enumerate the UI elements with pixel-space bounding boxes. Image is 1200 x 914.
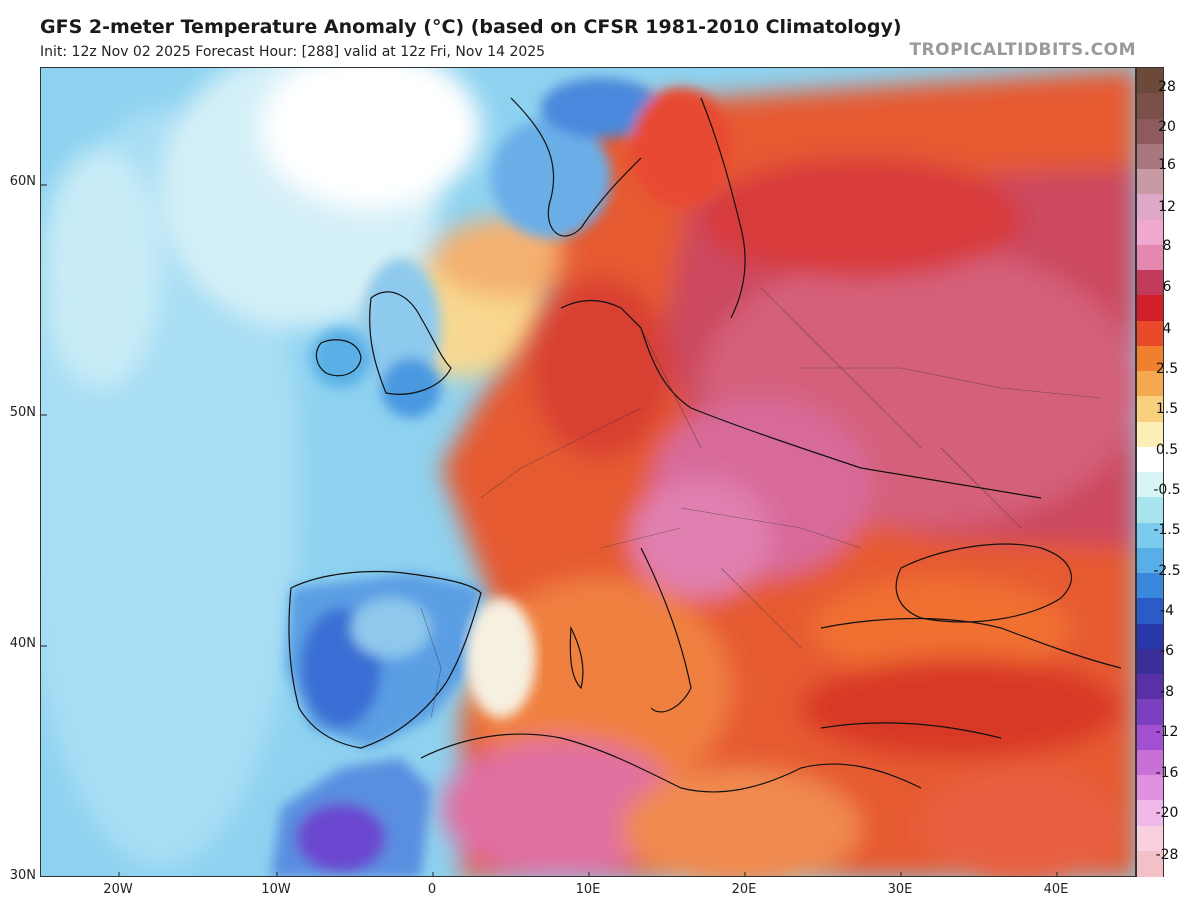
warm-anomaly-field bbox=[441, 68, 1135, 876]
colorbar-segment bbox=[1137, 800, 1163, 827]
temperature-anomaly-map bbox=[40, 67, 1136, 877]
british-isles-anomaly bbox=[311, 258, 441, 418]
lat-label-40n: 40N bbox=[9, 636, 36, 651]
colorbar-label: 8 bbox=[1162, 238, 1172, 254]
colorbar-label: 28 bbox=[1158, 79, 1176, 95]
colorbar-label: 4 bbox=[1162, 321, 1172, 337]
colorbar-label: 20 bbox=[1158, 119, 1176, 135]
colorbar-segment bbox=[1137, 623, 1163, 650]
forecast-info: Init: 12z Nov 02 2025 Forecast Hour: [28… bbox=[40, 44, 546, 60]
brand-watermark[interactable]: TROPICALTIDBITS.COM bbox=[909, 40, 1136, 60]
coastlines bbox=[288, 97, 1122, 793]
colorbar-segment bbox=[1137, 194, 1163, 221]
colorbar-label: -12 bbox=[1155, 724, 1179, 740]
colorbar-segment bbox=[1137, 421, 1163, 448]
colorbar-label: 16 bbox=[1158, 157, 1176, 173]
lon-label-40e: 40E bbox=[1043, 882, 1069, 897]
colorbar-segment bbox=[1137, 749, 1163, 776]
colorbar-segment bbox=[1137, 497, 1163, 524]
colorbar-segment bbox=[1137, 472, 1163, 498]
colorbar-label: -1.5 bbox=[1153, 522, 1181, 538]
colorbar-segment bbox=[1137, 648, 1163, 675]
lon-label-10e: 10E bbox=[575, 882, 601, 897]
colorbar-segment bbox=[1137, 244, 1163, 271]
colorbar-segment bbox=[1137, 825, 1163, 852]
colorbar-label: 2.5 bbox=[1155, 361, 1179, 377]
colorbar-label: -2.5 bbox=[1153, 563, 1181, 579]
lon-label-20e: 20E bbox=[731, 882, 757, 897]
lon-label-20w: 20W bbox=[103, 882, 133, 897]
colorbar-label: 0.5 bbox=[1155, 442, 1179, 458]
colorbar-segment bbox=[1137, 724, 1163, 751]
colorbar-label: -8 bbox=[1160, 684, 1174, 700]
colorbar-label: -20 bbox=[1155, 805, 1179, 821]
colorbar-segment bbox=[1137, 547, 1163, 574]
axis-ticks bbox=[41, 184, 1058, 876]
colorbar-label: -6 bbox=[1160, 643, 1174, 659]
colorbar-label: 6 bbox=[1162, 279, 1172, 295]
colorbar-segment bbox=[1137, 219, 1163, 246]
colorbar-segment bbox=[1137, 573, 1163, 599]
colorbar-segment bbox=[1137, 270, 1163, 296]
colorbar-segment bbox=[1137, 396, 1163, 423]
lon-label-0: 0 bbox=[427, 882, 437, 897]
colorbar-segment bbox=[1137, 295, 1163, 322]
colorbar-segment bbox=[1137, 699, 1163, 726]
colorbar-segment bbox=[1137, 598, 1163, 625]
colorbar-segment bbox=[1137, 169, 1163, 195]
map-canvas bbox=[41, 68, 1135, 876]
colorbar-segment bbox=[1137, 118, 1163, 145]
lon-label-10w: 10W bbox=[261, 882, 291, 897]
colorbar-segment bbox=[1137, 143, 1163, 170]
colorbar-label: -16 bbox=[1155, 765, 1179, 781]
colorbar-segment bbox=[1137, 320, 1163, 347]
colorbar-label: 12 bbox=[1158, 199, 1176, 215]
colorbar-segment bbox=[1137, 674, 1163, 700]
lat-label-30n: 30N bbox=[9, 868, 36, 883]
colorbar-segment bbox=[1137, 93, 1163, 120]
colorbar-segment bbox=[1137, 345, 1163, 372]
iberia-cold-anomaly bbox=[286, 573, 481, 748]
chart-title: GFS 2-meter Temperature Anomaly (°C) (ba… bbox=[40, 16, 902, 38]
lat-label-60n: 60N bbox=[9, 174, 36, 189]
colorbar-segment bbox=[1137, 775, 1163, 801]
colorbar-segment bbox=[1137, 850, 1163, 877]
lon-label-30e: 30E bbox=[887, 882, 913, 897]
colorbar bbox=[1136, 67, 1164, 877]
lat-label-50n: 50N bbox=[9, 405, 36, 420]
colorbar-label: -4 bbox=[1160, 603, 1174, 619]
scandinavia-anomaly bbox=[491, 78, 731, 238]
colorbar-segment bbox=[1137, 68, 1163, 94]
colorbar-label: -0.5 bbox=[1153, 482, 1181, 498]
morocco-cold-anomaly bbox=[271, 758, 431, 876]
colorbar-label: -28 bbox=[1155, 847, 1179, 863]
colorbar-segment bbox=[1137, 446, 1163, 473]
country-borders bbox=[420, 287, 1102, 719]
colorbar-segment bbox=[1137, 371, 1163, 397]
colorbar-segment bbox=[1137, 522, 1163, 549]
colorbar-label: 1.5 bbox=[1155, 401, 1179, 417]
